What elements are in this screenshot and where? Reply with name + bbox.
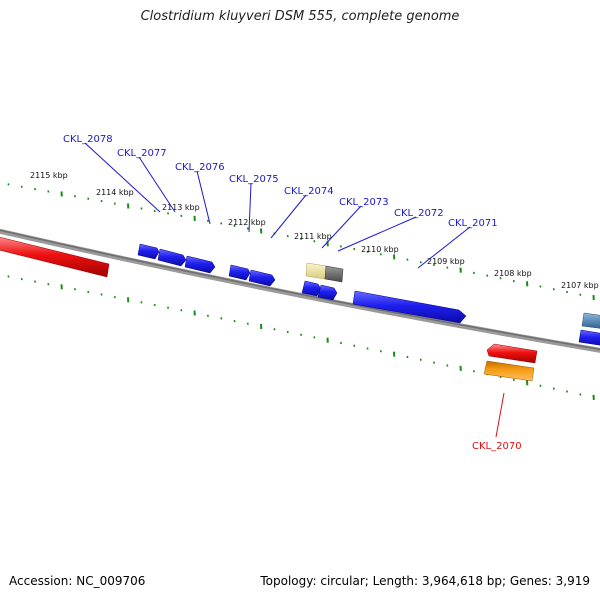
gene-feature[interactable] [483,360,535,382]
gene-label-ckl-2074[interactable]: CKL_2074 [284,186,334,197]
kbp-label: 2115 kbp [30,171,68,180]
gene-feature[interactable] [184,255,216,274]
label-leaders [84,142,471,269]
gene-label-ckl-2077[interactable]: CKL_2077 [117,148,167,159]
kbp-label: 2110 kbp [361,245,399,254]
gene-feature[interactable] [228,264,251,281]
kbp-label: 2108 kbp [494,269,532,278]
genome-backbone [0,228,600,353]
gene-feature-ckl-2070[interactable] [486,343,538,364]
gene-feature[interactable] [301,280,322,297]
kbp-label: 2112 kbp [228,218,266,227]
gene-feature[interactable] [157,248,187,267]
gene-feature[interactable] [248,269,276,287]
accession-label: Accession: NC_009706 [9,574,146,588]
kbp-label: 2109 kbp [427,257,465,266]
kbp-label: 2114 kbp [96,188,134,197]
gene-label-ckl-2070[interactable]: CKL_2070 [472,441,522,452]
genome-title: Clostridium kluyveri DSM 555, complete g… [140,9,460,24]
inner-tick-ring [7,275,595,400]
kbp-label: 2111 kbp [294,232,332,241]
kbp-label: 2107 kbp [561,281,599,290]
gene-feature[interactable] [0,236,110,278]
gene-label-ckl-2072[interactable]: CKL_2072 [394,208,444,219]
gene-label-ckl-2073[interactable]: CKL_2073 [339,197,389,208]
gene-feature[interactable] [578,329,600,346]
gene-label-ckl-2075[interactable]: CKL_2075 [229,174,279,185]
gene-features [0,236,600,382]
gene-feature[interactable] [581,312,600,329]
gene-feature[interactable] [137,243,160,260]
label-leader-red [495,392,505,438]
gene-label-ckl-2076[interactable]: CKL_2076 [175,162,225,173]
kbp-label: 2113 kbp [162,203,200,212]
gene-label-ckl-2078[interactable]: CKL_2078 [63,134,113,145]
outer-tick-ring [7,183,595,301]
genome-summary: Topology: circular; Length: 3,964,618 bp… [260,574,590,588]
gene-feature[interactable] [305,262,327,280]
gene-feature[interactable] [324,265,344,283]
gene-feature[interactable] [352,290,467,324]
gene-feature[interactable] [317,284,338,301]
gene-label-ckl-2071[interactable]: CKL_2071 [448,218,498,229]
